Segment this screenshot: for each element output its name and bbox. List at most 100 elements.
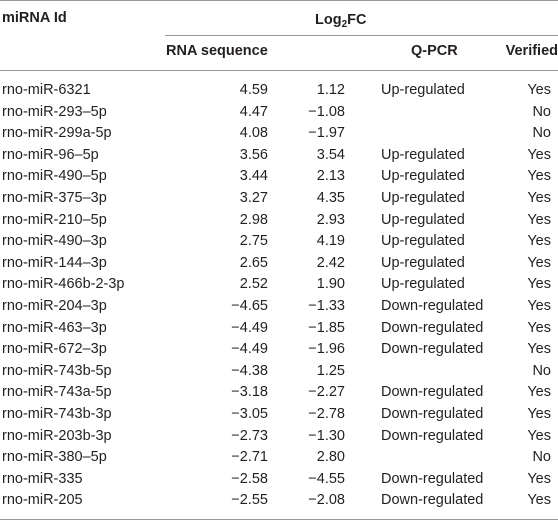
rna-sequence-value: 2.52 [239,276,268,293]
mirna-id: rno-miR-375–3p [2,190,107,206]
mirna-id: rno-miR-96–5p [2,146,99,163]
top-rule [0,0,558,1]
rna-sequence-value: 3.27 [239,190,268,206]
qpcr-value: 3.54 [316,146,345,163]
verified: No [532,125,551,142]
verified: Yes [527,427,551,444]
regulation: Up-regulated [381,233,465,250]
qpcr-value: 4.35 [316,190,345,206]
qpcr-value: 2.13 [316,168,345,185]
mirna-id: rno-miR-204–3p [2,298,107,314]
rna-sequence-value: 3.44 [239,168,268,185]
verified: Yes [527,146,551,163]
qpcr-value: 1.25 [316,362,345,379]
rna-sequence-value: −4.49 [231,341,268,358]
regulation: Down-regulated [381,406,484,422]
qpcr-value: −2.78 [308,406,345,422]
rna-sequence-value: 4.08 [239,125,268,142]
verified: No [532,449,551,466]
header-verified: Verified [505,43,558,59]
verified: Yes [527,492,551,509]
mirna-id: rno-miR-380–5p [2,449,107,466]
rna-sequence-value: 2.65 [239,254,268,271]
rna-sequence-value: 2.98 [239,211,268,228]
mirna-id: rno-miR-299a-5p [2,125,112,142]
rna-sequence-value: −2.55 [231,492,268,509]
qpcr-value: −1.85 [308,319,345,336]
header-rule [0,70,558,71]
mirna-id: rno-miR-743b-3p [2,406,112,422]
regulation: Up-regulated [381,168,465,185]
qpcr-value: 4.19 [316,233,345,250]
regulation: Up-regulated [381,276,465,293]
verified: Yes [527,470,551,487]
qpcr-value: −1.97 [308,125,345,142]
rna-sequence-value: −2.58 [231,470,268,487]
qpcr-value: 2.80 [316,449,345,466]
header-id: miRNA Id [2,10,67,26]
qpcr-value: −2.27 [308,384,345,401]
regulation: Down-regulated [381,298,484,314]
regulation: Down-regulated [381,384,484,401]
verified: No [532,362,551,379]
regulation: Down-regulated [381,427,484,444]
mirna-id: rno-miR-6321 [2,82,91,98]
qpcr-value: −2.08 [308,492,345,509]
verified: Yes [527,190,551,206]
log-fc-sub: 2 [341,19,348,30]
qpcr-value: −1.08 [308,103,345,120]
regulation: Up-regulated [381,82,465,98]
regulation: Up-regulated [381,190,465,206]
verified: Yes [527,384,551,401]
rna-sequence-value: −4.65 [231,298,268,314]
verified: Yes [527,276,551,293]
rna-sequence-value: −4.49 [231,319,268,336]
group-rule [165,35,558,36]
rna-sequence-value: −4.38 [231,362,268,379]
verified: Yes [527,168,551,185]
verified: Yes [527,82,551,98]
mirna-id: rno-miR-466b-2-3p [2,276,125,293]
log-fc-base: Log [315,12,342,28]
rna-sequence-value: 4.47 [239,103,268,120]
mirna-id: rno-miR-490–3p [2,233,107,250]
verified: Yes [527,211,551,228]
qpcr-value: −4.55 [308,470,345,487]
regulation: Up-regulated [381,211,465,228]
verified: Yes [527,406,551,422]
mirna-id: rno-miR-335 [2,470,83,487]
mirna-id: rno-miR-672–3p [2,341,107,358]
mirna-id: rno-miR-203b-3p [2,427,112,444]
rna-sequence-value: 3.56 [239,146,268,163]
regulation: Down-regulated [381,492,484,509]
mirna-id: rno-miR-490–5p [2,168,107,185]
rna-sequence-value: −3.05 [231,406,268,422]
header-qpcr: Q-PCR [411,43,458,59]
log-fc-rest: FC [347,12,367,28]
regulation: Up-regulated [381,254,465,271]
verified: Yes [527,298,551,314]
qpcr-value: −1.33 [308,298,345,314]
rna-sequence-value: −2.71 [231,449,268,466]
verified: Yes [527,233,551,250]
bottom-rule [0,519,558,520]
rna-sequence-value: 2.75 [239,233,268,250]
regulation: Down-regulated [381,341,484,358]
regulation: Down-regulated [381,470,484,487]
verified: No [532,103,551,120]
qpcr-value: 2.93 [316,211,345,228]
verified: Yes [527,319,551,336]
qpcr-value: 1.90 [316,276,345,293]
qpcr-value: 1.12 [316,82,345,98]
qpcr-value: 2.42 [316,254,345,271]
rna-sequence-value: 4.59 [239,82,268,98]
mirna-id: rno-miR-463–3p [2,319,107,336]
regulation: Down-regulated [381,319,484,336]
mirna-id: rno-miR-144–3p [2,254,107,271]
header-rna-sequence: RNA sequence [166,43,268,59]
qpcr-value: −1.30 [308,427,345,444]
regulation: Up-regulated [381,146,465,163]
mirna-id: rno-miR-210–5p [2,211,107,228]
verified: Yes [527,341,551,358]
